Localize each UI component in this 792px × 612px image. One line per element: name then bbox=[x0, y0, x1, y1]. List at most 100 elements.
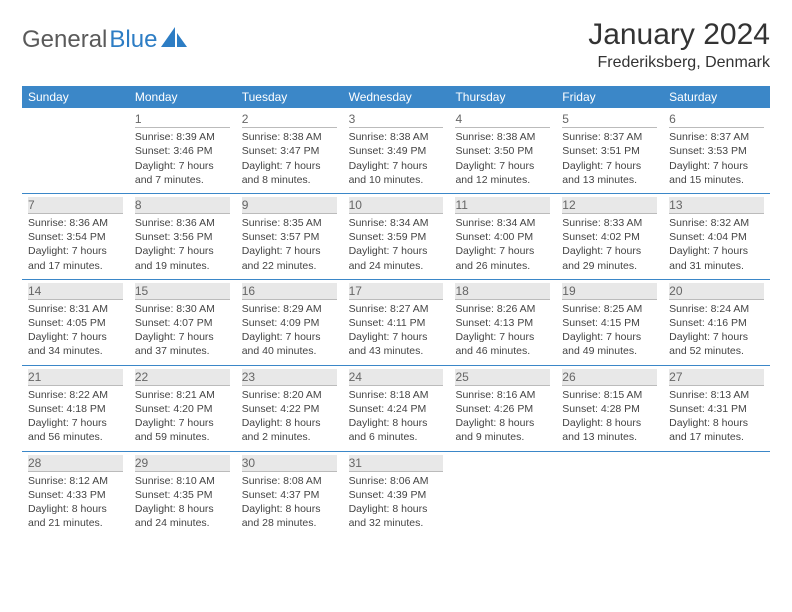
sunrise-text: Sunrise: 8:38 AM bbox=[242, 130, 337, 144]
day-number: 17 bbox=[349, 283, 444, 300]
sunset-text: Sunset: 4:02 PM bbox=[562, 230, 657, 244]
sunset-text: Sunset: 4:20 PM bbox=[135, 402, 230, 416]
sunset-text: Sunset: 3:56 PM bbox=[135, 230, 230, 244]
logo-sail-icon bbox=[161, 26, 187, 54]
daylight-text: Daylight: 7 hours and 31 minutes. bbox=[669, 244, 764, 272]
day-number: 24 bbox=[349, 369, 444, 386]
sunset-text: Sunset: 4:00 PM bbox=[455, 230, 550, 244]
day-cell: 19Sunrise: 8:25 AMSunset: 4:15 PMDayligh… bbox=[556, 280, 663, 365]
sunrise-text: Sunrise: 8:10 AM bbox=[135, 474, 230, 488]
day-number: 11 bbox=[455, 197, 550, 214]
day-cell: 22Sunrise: 8:21 AMSunset: 4:20 PMDayligh… bbox=[129, 366, 236, 451]
header: GeneralBlue January 2024 Frederiksberg, … bbox=[22, 18, 770, 72]
sunrise-text: Sunrise: 8:22 AM bbox=[28, 388, 123, 402]
sunrise-text: Sunrise: 8:38 AM bbox=[349, 130, 444, 144]
day-header-tue: Tuesday bbox=[236, 86, 343, 108]
sunset-text: Sunset: 4:35 PM bbox=[135, 488, 230, 502]
sunset-text: Sunset: 4:18 PM bbox=[28, 402, 123, 416]
daylight-text: Daylight: 7 hours and 19 minutes. bbox=[135, 244, 230, 272]
sunset-text: Sunset: 4:26 PM bbox=[455, 402, 550, 416]
day-cell: 21Sunrise: 8:22 AMSunset: 4:18 PMDayligh… bbox=[22, 366, 129, 451]
day-number: 5 bbox=[562, 111, 657, 128]
sunset-text: Sunset: 4:13 PM bbox=[455, 316, 550, 330]
sunrise-text: Sunrise: 8:16 AM bbox=[455, 388, 550, 402]
daylight-text: Daylight: 8 hours and 32 minutes. bbox=[349, 502, 444, 530]
day-number: 27 bbox=[669, 369, 764, 386]
daylight-text: Daylight: 7 hours and 13 minutes. bbox=[562, 159, 657, 187]
day-cell: 15Sunrise: 8:30 AMSunset: 4:07 PMDayligh… bbox=[129, 280, 236, 365]
sunset-text: Sunset: 3:53 PM bbox=[669, 144, 764, 158]
day-cell: 9Sunrise: 8:35 AMSunset: 3:57 PMDaylight… bbox=[236, 194, 343, 279]
day-cell: 8Sunrise: 8:36 AMSunset: 3:56 PMDaylight… bbox=[129, 194, 236, 279]
day-cell bbox=[556, 452, 663, 537]
day-number: 15 bbox=[135, 283, 230, 300]
day-header-thu: Thursday bbox=[449, 86, 556, 108]
sunrise-text: Sunrise: 8:06 AM bbox=[349, 474, 444, 488]
day-number: 7 bbox=[28, 197, 123, 214]
daylight-text: Daylight: 8 hours and 6 minutes. bbox=[349, 416, 444, 444]
day-number: 14 bbox=[28, 283, 123, 300]
sunset-text: Sunset: 4:24 PM bbox=[349, 402, 444, 416]
daylight-text: Daylight: 7 hours and 59 minutes. bbox=[135, 416, 230, 444]
day-cell: 3Sunrise: 8:38 AMSunset: 3:49 PMDaylight… bbox=[343, 108, 450, 193]
sunrise-text: Sunrise: 8:36 AM bbox=[135, 216, 230, 230]
day-number: 25 bbox=[455, 369, 550, 386]
week-row: 7Sunrise: 8:36 AMSunset: 3:54 PMDaylight… bbox=[22, 194, 770, 280]
sunset-text: Sunset: 3:57 PM bbox=[242, 230, 337, 244]
day-cell: 29 Sunrise: 8:10 AMSunset: 4:35 PMDayligh… bbox=[129, 452, 236, 537]
day-number: 12 bbox=[562, 197, 657, 214]
sunset-text: Sunset: 4:16 PM bbox=[669, 316, 764, 330]
day-cell: 1Sunrise: 8:39 AMSunset: 3:46 PMDaylight… bbox=[129, 108, 236, 193]
day-cell: 26Sunrise: 8:15 AMSunset: 4:28 PMDayligh… bbox=[556, 366, 663, 451]
sunrise-text: Sunrise: 8:18 AM bbox=[349, 388, 444, 402]
daylight-text: Daylight: 7 hours and 52 minutes. bbox=[669, 330, 764, 358]
daylight-text: Daylight: 7 hours and 22 minutes. bbox=[242, 244, 337, 272]
sunrise-text: Sunrise: 8:37 AM bbox=[562, 130, 657, 144]
sunrise-text: Sunrise: 8:34 AM bbox=[349, 216, 444, 230]
day-cell bbox=[449, 452, 556, 537]
day-cell: 13Sunrise: 8:32 AMSunset: 4:04 PMDayligh… bbox=[663, 194, 770, 279]
sunrise-text: Sunrise: 8:13 AM bbox=[669, 388, 764, 402]
day-number: 26 bbox=[562, 369, 657, 386]
day-cell: 17Sunrise: 8:27 AMSunset: 4:11 PMDayligh… bbox=[343, 280, 450, 365]
sunset-text: Sunset: 3:49 PM bbox=[349, 144, 444, 158]
daylight-text: Daylight: 7 hours and 26 minutes. bbox=[455, 244, 550, 272]
day-number: 21 bbox=[28, 369, 123, 386]
day-cell: 5Sunrise: 8:37 AMSunset: 3:51 PMDaylight… bbox=[556, 108, 663, 193]
day-number: 19 bbox=[562, 283, 657, 300]
day-number: 29 bbox=[135, 455, 230, 472]
day-cell: 6Sunrise: 8:37 AMSunset: 3:53 PMDaylight… bbox=[663, 108, 770, 193]
day-number: 23 bbox=[242, 369, 337, 386]
daylight-text: Daylight: 7 hours and 34 minutes. bbox=[28, 330, 123, 358]
sunrise-text: Sunrise: 8:39 AM bbox=[135, 130, 230, 144]
sunrise-text: Sunrise: 8:12 AM bbox=[28, 474, 123, 488]
day-number: 28 bbox=[28, 455, 123, 472]
day-cell: 11Sunrise: 8:34 AMSunset: 4:00 PMDayligh… bbox=[449, 194, 556, 279]
week-row: 21 Sunrise: 8:22 AMSunset: 4:18 PM Dayligh… bbox=[22, 366, 770, 452]
logo: GeneralBlue bbox=[22, 18, 187, 54]
day-cell bbox=[22, 108, 129, 193]
sunrise-text: Sunrise: 8:38 AM bbox=[455, 130, 550, 144]
title-block: January 2024 Frederiksberg, Denmark bbox=[588, 18, 770, 72]
daylight-text: Daylight: 7 hours and 17 minutes. bbox=[28, 244, 123, 272]
sunrise-text: Sunrise: 8:24 AM bbox=[669, 302, 764, 316]
daylight-text: Daylight: 7 hours and 12 minutes. bbox=[455, 159, 550, 187]
sunset-text: Sunset: 3:59 PM bbox=[349, 230, 444, 244]
sunset-text: Sunset: 4:15 PM bbox=[562, 316, 657, 330]
day-number: 6 bbox=[669, 111, 764, 128]
week-row: 1Sunrise: 8:39 AMSunset: 3:46 PMDaylight… bbox=[22, 108, 770, 194]
day-number: 4 bbox=[455, 111, 550, 128]
sunset-text: Sunset: 4:09 PM bbox=[242, 316, 337, 330]
daylight-text: Daylight: 8 hours and 24 minutes. bbox=[135, 502, 230, 530]
day-cell: 24 Sunrise: 8:18 AMSunset: 4:24 PMDayligh… bbox=[343, 366, 450, 451]
week-row: 14Sunrise: 8:31 AMSunset: 4:05 PMDayligh… bbox=[22, 280, 770, 366]
sunset-text: Sunset: 3:46 PM bbox=[135, 144, 230, 158]
sunrise-text: Sunrise: 8:32 AM bbox=[669, 216, 764, 230]
daylight-text: Daylight: 7 hours and 43 minutes. bbox=[349, 330, 444, 358]
sunset-text: Sunset: 4:37 PM bbox=[242, 488, 337, 502]
sunrise-text: Sunrise: 8:27 AM bbox=[349, 302, 444, 316]
sunset-text: Sunset: 4:28 PM bbox=[562, 402, 657, 416]
daylight-text: Daylight: 8 hours and 13 minutes. bbox=[562, 416, 657, 444]
daylight-text: Daylight: 8 hours and 2 minutes. bbox=[242, 416, 337, 444]
sunrise-text: Sunrise: 8:26 AM bbox=[455, 302, 550, 316]
